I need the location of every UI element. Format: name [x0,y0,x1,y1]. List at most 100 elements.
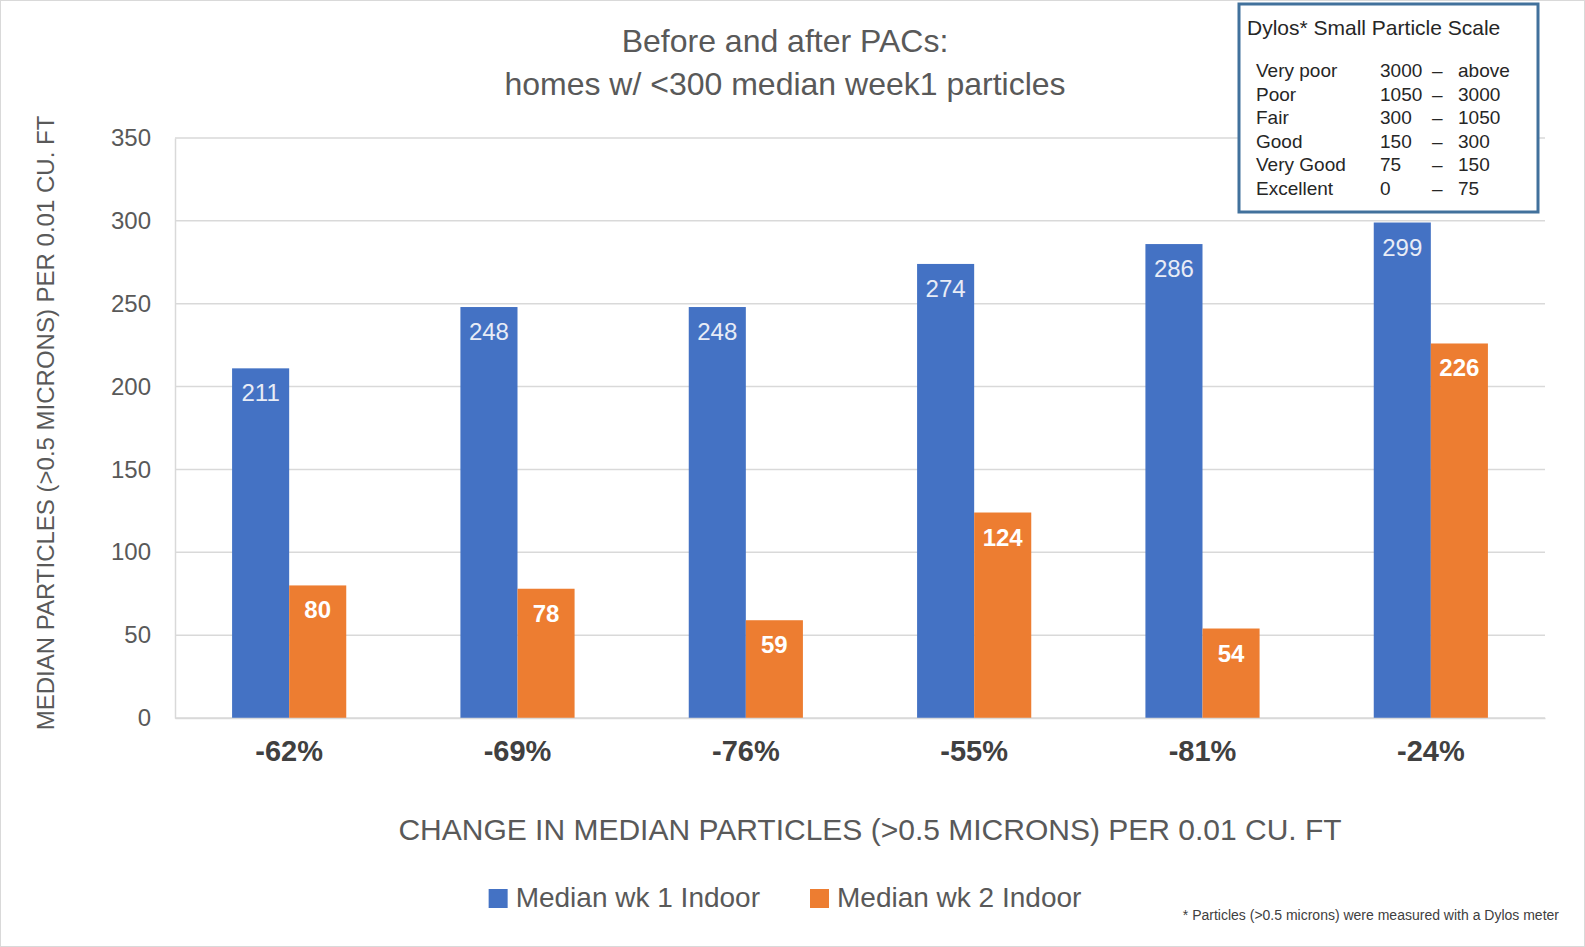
data-label: 124 [983,524,1024,551]
scale-box-cell: 150 [1380,131,1412,152]
y-tick: 0 [138,704,175,731]
bar [1203,629,1260,718]
legend-label: Median wk 1 Indoor [516,882,760,913]
data-label: 54 [1218,640,1245,667]
x-tick-label: -62% [255,735,323,767]
x-tick-label: -76% [712,735,780,767]
scale-box-cell: 300 [1380,107,1412,128]
scale-box-cell: 0 [1380,178,1391,199]
scale-box-cell: Good [1256,131,1302,152]
legend-item: Median wk 2 Indoor [810,882,1081,913]
bars [232,223,1488,718]
legend-label: Median wk 2 Indoor [837,882,1081,913]
bar [974,513,1031,718]
footnote: * Particles (>0.5 microns) were measured… [1183,907,1560,923]
grid [175,138,1545,718]
y-tick: 50 [124,621,175,648]
scale-box-cell: 1050 [1380,84,1422,105]
scale-box-cell: 300 [1458,131,1490,152]
bar [289,585,346,718]
data-label: 80 [304,596,331,623]
y-axis-line [175,139,177,719]
y-tick: 250 [111,290,175,317]
title: homes w/ <300 median week1 particles [504,66,1065,102]
scale-box-cell: Poor [1256,84,1297,105]
y-tick-label: 350 [111,124,151,151]
scale-box: Dylos* Small Particle ScaleVery poor3000… [1239,4,1538,212]
y-tick-label: 50 [124,621,151,648]
bar [1431,343,1488,718]
y-tick-label: 300 [111,207,151,234]
scale-box-cell: Very poor [1256,60,1338,81]
title: Before and after PACs: [622,23,949,59]
x-tick: -55% [940,735,1008,767]
y-tick-label: 250 [111,290,151,317]
legend: Median wk 1 Indoor Median wk 2 Indoor [489,882,1082,913]
legend-item: Median wk 1 Indoor [489,882,760,913]
x-tick-label: -69% [484,735,552,767]
y-tick-label: 150 [111,456,151,483]
scale-box-cell: – [1432,178,1443,199]
x-tick: -62% [255,735,323,767]
scale-box-cell: Very Good [1256,154,1346,175]
scale-box-cell: 3000 [1380,60,1422,81]
bar [689,307,746,718]
data-label: 248 [697,318,737,345]
grid-line [175,386,1545,388]
data-label: 78 [533,600,560,627]
scale-box-cell: – [1432,154,1443,175]
x-tick: -81% [1169,735,1237,767]
x-tick-label: -55% [940,735,1008,767]
x-tick: -76% [712,735,780,767]
scale-box-cell: – [1432,84,1443,105]
bar [232,368,289,718]
scale-box-cell: – [1432,60,1443,81]
x-axis-title: CHANGE IN MEDIAN PARTICLES (>0.5 MICRONS… [398,813,1341,846]
data-labels: 21124824827428629980785912454226 [241,234,1479,667]
x-tick: -69% [484,735,552,767]
chart: 2112482482742862998078591245422605010015… [0,0,1585,947]
grid-line [175,303,1545,305]
y-tick: 200 [111,373,175,400]
data-label: 286 [1154,255,1194,282]
data-label: 299 [1382,234,1422,261]
scale-box-title: Dylos* Small Particle Scale [1247,16,1500,39]
bar [518,589,575,718]
scale-box-cell: 75 [1458,178,1479,199]
y-tick: 150 [111,456,175,483]
y-tick-label: 200 [111,373,151,400]
scale-box-cell: 150 [1458,154,1490,175]
scale-box-cell: Excellent [1256,178,1334,199]
x-axis: -62%-69%-76%-55%-81%-24% [176,719,1546,767]
scale-box-cell: 75 [1380,154,1401,175]
scale-box-cell: above [1458,60,1510,81]
grid-line [175,220,1545,222]
y-tick-label: 100 [111,538,151,565]
bar [917,264,974,718]
grid-line [175,469,1545,471]
scale-box-cell: 1050 [1458,107,1500,128]
scale-box-cell: – [1432,107,1443,128]
data-label: 211 [241,379,279,406]
y-axis: 0 50 100 150 200 250 300 350 [111,124,176,731]
y-tick: 100 [111,538,175,565]
data-label: 226 [1439,354,1479,381]
bar [746,620,803,718]
bar [1374,223,1431,718]
grid-line [175,634,1545,636]
legend-swatch [810,889,829,908]
background [1,1,1585,947]
x-axis-line [176,718,1546,720]
grid-line [175,717,1545,719]
y-axis-title: MEDIAN PARTICLES (>0.5 MICRONS) PER 0.01… [32,115,59,730]
scale-box-frame [1239,4,1538,212]
data-label: 59 [761,631,788,658]
bar [1145,244,1202,718]
scale-box-cell: – [1432,131,1443,152]
y-tick-label: 0 [138,704,151,731]
scale-box-cell: Fair [1256,107,1289,128]
y-tick: 350 [111,124,175,151]
x-tick-label: -81% [1169,735,1237,767]
data-label: 274 [926,275,966,302]
grid-line [175,552,1545,554]
